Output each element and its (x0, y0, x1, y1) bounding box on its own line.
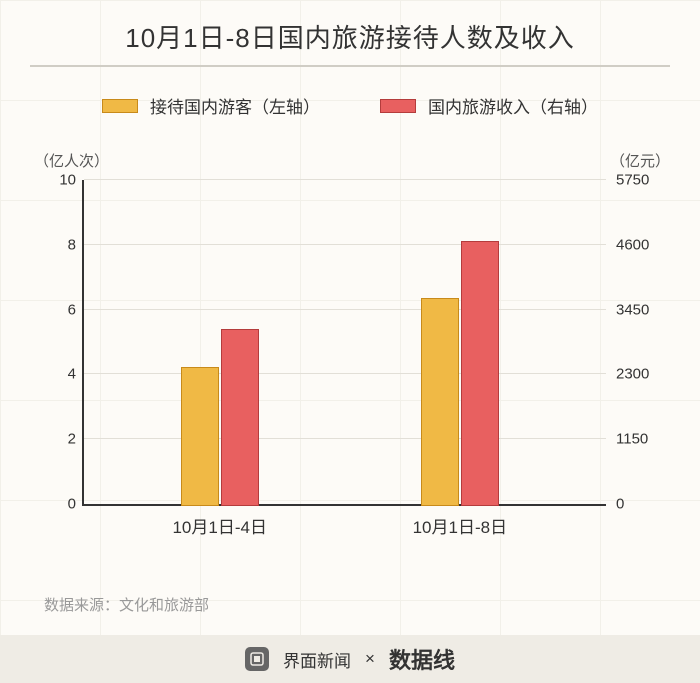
title-underline (30, 65, 670, 67)
legend: 接待国内游客（左轴） 国内旅游收入（右轴） (0, 93, 700, 118)
ytick-left: 10 (59, 172, 76, 189)
gridline (84, 179, 606, 180)
right-axis-unit: （亿元） (610, 150, 670, 171)
source-text: 数据来源：文化和旅游部 (44, 594, 209, 615)
bar-group (181, 329, 259, 506)
chart-title: 10月1日-8日国内旅游接待人数及收入 (0, 18, 700, 55)
brand2-text: 数据线 (389, 643, 455, 675)
bar-revenue (221, 329, 259, 506)
left-axis-unit: （亿人次） (34, 150, 109, 171)
ytick-left: 0 (68, 496, 76, 513)
brand1-text: 界面新闻 (283, 647, 351, 672)
ytick-left: 4 (68, 366, 76, 383)
bar-visitors (181, 367, 219, 506)
ytick-right: 3450 (616, 301, 649, 318)
chart: （亿人次） （亿元） 00211504230063450846001057501… (38, 158, 662, 546)
legend-swatch-visitors (102, 99, 138, 113)
gridline (84, 438, 606, 439)
legend-label-visitors: 接待国内游客（左轴） (150, 93, 320, 118)
legend-label-revenue: 国内旅游收入（右轴） (428, 93, 598, 118)
ytick-left: 2 (68, 431, 76, 448)
ytick-right: 4600 (616, 236, 649, 253)
legend-item-visitors: 接待国内游客（左轴） (102, 93, 320, 118)
ytick-right: 1150 (616, 431, 648, 448)
ytick-left: 6 (68, 301, 76, 318)
legend-swatch-revenue (380, 99, 416, 113)
x-label: 10月1日-4日 (172, 513, 266, 538)
x-label: 10月1日-8日 (413, 513, 507, 538)
bar-visitors (421, 298, 459, 506)
gridline (84, 244, 606, 245)
ytick-left: 8 (68, 236, 76, 253)
gridline (84, 309, 606, 310)
ytick-right: 2300 (616, 366, 649, 383)
legend-item-revenue: 国内旅游收入（右轴） (380, 93, 598, 118)
footer-sep: × (365, 649, 375, 669)
footer: 界面新闻 × 数据线 (0, 635, 700, 683)
bar-group (421, 241, 499, 506)
ytick-right: 0 (616, 496, 624, 513)
brand1-icon (245, 647, 269, 671)
bar-revenue (461, 241, 499, 506)
ytick-right: 5750 (616, 172, 649, 189)
plot-area: 002115042300634508460010575010月1日-4日10月1… (82, 180, 606, 506)
gridline (84, 373, 606, 374)
